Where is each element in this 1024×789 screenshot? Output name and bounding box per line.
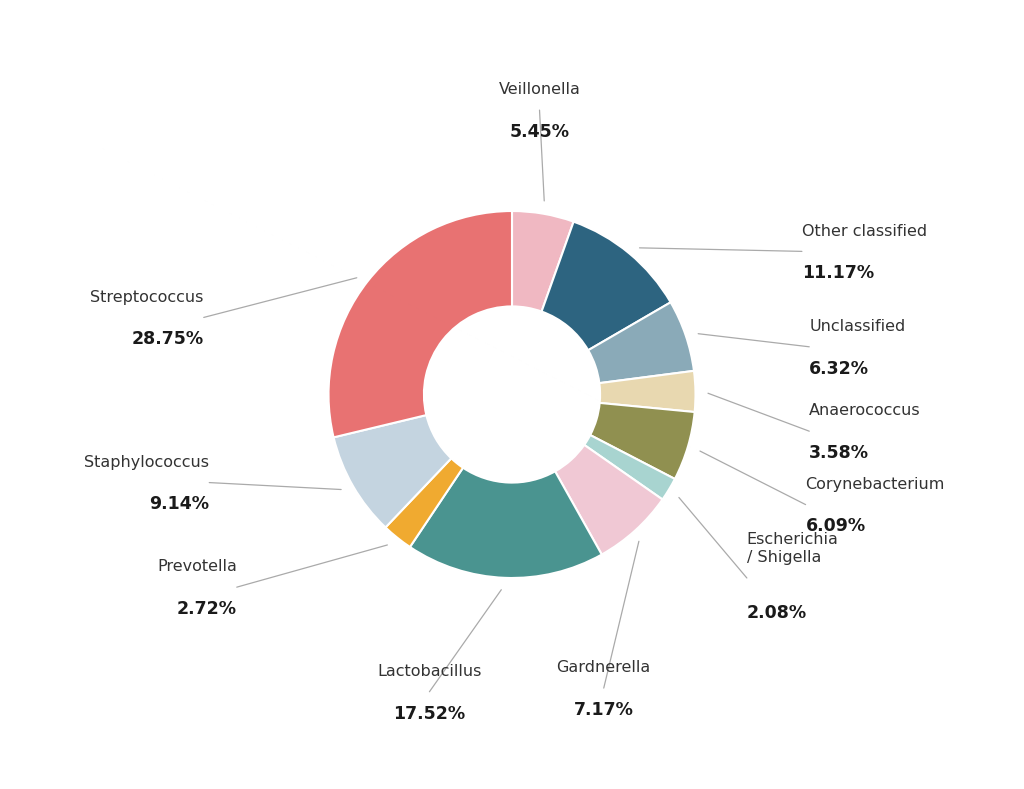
Text: Gardnerella: Gardnerella bbox=[557, 660, 651, 675]
Text: Veillonella: Veillonella bbox=[499, 82, 581, 97]
Text: Anaerococcus: Anaerococcus bbox=[809, 403, 921, 418]
Text: Prevotella: Prevotella bbox=[157, 559, 237, 574]
Text: 28.75%: 28.75% bbox=[132, 331, 204, 348]
Text: Staphylococcus: Staphylococcus bbox=[84, 454, 209, 469]
Wedge shape bbox=[588, 302, 694, 383]
Wedge shape bbox=[512, 211, 573, 312]
Text: 5.45%: 5.45% bbox=[510, 123, 569, 141]
Text: Lactobacillus: Lactobacillus bbox=[377, 664, 481, 679]
Text: Streptococcus: Streptococcus bbox=[90, 290, 204, 305]
Text: 6.09%: 6.09% bbox=[806, 518, 865, 536]
Text: Unclassified: Unclassified bbox=[809, 319, 905, 334]
Text: Other classified: Other classified bbox=[802, 223, 927, 238]
Wedge shape bbox=[410, 468, 602, 578]
Text: Escherichia
/ Shigella: Escherichia / Shigella bbox=[746, 532, 839, 565]
Text: 7.17%: 7.17% bbox=[573, 701, 634, 719]
Wedge shape bbox=[385, 458, 463, 547]
Wedge shape bbox=[599, 371, 695, 412]
Text: 11.17%: 11.17% bbox=[802, 264, 874, 282]
Text: 17.52%: 17.52% bbox=[393, 705, 466, 723]
Wedge shape bbox=[585, 435, 675, 499]
Text: 6.32%: 6.32% bbox=[809, 360, 869, 378]
Wedge shape bbox=[329, 211, 512, 437]
Text: Corynebacterium: Corynebacterium bbox=[806, 477, 945, 492]
Text: 3.58%: 3.58% bbox=[809, 444, 869, 462]
Wedge shape bbox=[542, 222, 671, 350]
Wedge shape bbox=[555, 445, 663, 555]
Wedge shape bbox=[334, 415, 452, 527]
Text: 9.14%: 9.14% bbox=[150, 495, 209, 514]
Text: 2.08%: 2.08% bbox=[746, 604, 807, 622]
Text: 2.72%: 2.72% bbox=[177, 600, 237, 618]
Wedge shape bbox=[590, 403, 694, 479]
